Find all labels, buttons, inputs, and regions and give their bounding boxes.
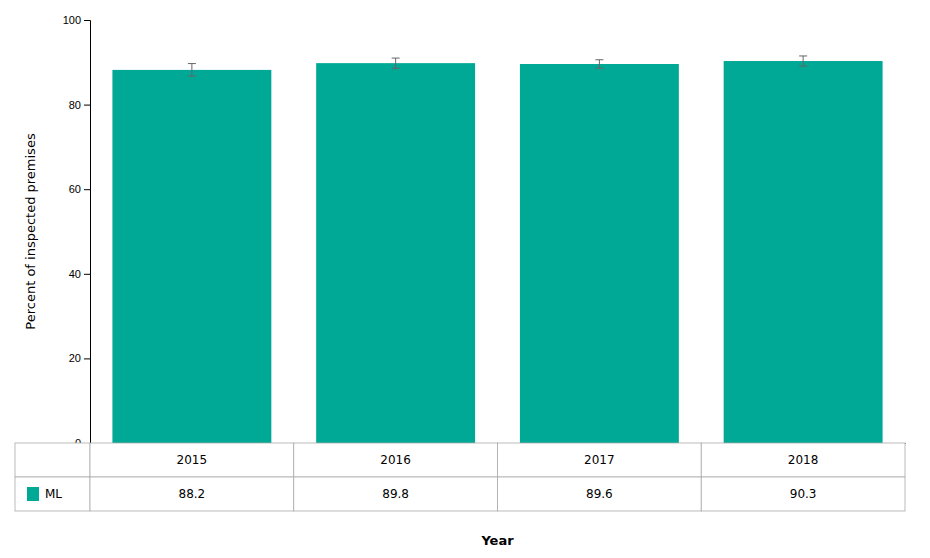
table-category: 2017: [584, 453, 615, 467]
error-bar-stem: [395, 58, 396, 68]
y-tick-mark: [84, 274, 90, 275]
bar: [724, 61, 883, 443]
table-corner-cell: [15, 443, 90, 477]
y-axis-line: [84, 21, 91, 444]
marks: [112, 56, 882, 443]
data-label: 88.2: [179, 487, 206, 501]
table: ML 2015 88.2 2016 89.8 2017 89.6 2018 90.3: [15, 443, 905, 511]
chart: 020406080100Percent of inspected premise…: [0, 0, 930, 558]
table-value-cell: [498, 477, 702, 511]
y-tick-label: 20: [69, 352, 81, 364]
y-tick: 100: [63, 14, 90, 26]
error-bar-cap: [392, 58, 400, 59]
error-bar-cap: [392, 68, 400, 69]
y-tick-label: 60: [69, 183, 81, 195]
table-header-cell: [498, 443, 702, 477]
plot: 020406080100Percent of inspected premise…: [15, 14, 906, 548]
error-bar-stem: [599, 60, 600, 68]
table-header-cell: [701, 443, 905, 477]
error-bar-cap: [799, 55, 807, 56]
table-value-cell: [90, 477, 294, 511]
y-tick: 80: [69, 99, 90, 111]
y-tick-mark: [84, 20, 90, 21]
error-bar: [392, 58, 400, 68]
data-label: 89.6: [586, 487, 613, 501]
y-tick-mark: [84, 358, 90, 359]
error-bar-cap: [595, 59, 603, 60]
y-tick: 40: [69, 268, 90, 280]
y-axis: 020406080100: [63, 14, 91, 449]
table-label-cell: [15, 477, 90, 511]
y-tick: 20: [69, 352, 90, 364]
y-tick-label: 80: [69, 99, 81, 111]
table-header-cell: [90, 443, 294, 477]
y-tick-mark: [84, 189, 90, 190]
error-bar-stem: [191, 64, 192, 77]
y-axis-title: Percent of inspected premises: [23, 133, 38, 330]
error-bar-cap: [188, 63, 196, 64]
table-category: 2018: [788, 453, 819, 467]
error-bar: [188, 64, 196, 77]
bar: [520, 64, 679, 443]
bar: [112, 70, 271, 443]
table-category: 2015: [177, 453, 208, 467]
bars: [112, 61, 882, 443]
table-value-cell: [294, 477, 498, 511]
error-bars: [188, 56, 807, 76]
x-axis-title: Year: [480, 533, 514, 548]
error-bar: [595, 60, 603, 68]
error-bar-cap: [188, 76, 196, 77]
y-tick-label: 40: [69, 268, 81, 280]
data-label: 90.3: [790, 487, 817, 501]
error-bar-cap: [595, 68, 603, 69]
table-category: 2016: [380, 453, 411, 467]
table-header-cell: [294, 443, 498, 477]
legend-label: ML: [45, 487, 62, 501]
error-bar-cap: [799, 66, 807, 67]
table-value-cell: [701, 477, 905, 511]
y-tick-mark: [84, 105, 90, 106]
y-tick-label: 100: [63, 14, 81, 26]
y-tick: 60: [69, 183, 90, 195]
error-bar: [799, 56, 807, 66]
bar: [316, 63, 475, 443]
error-bar-stem: [803, 56, 804, 66]
legend-swatch: [27, 487, 39, 501]
data-label: 89.8: [382, 487, 409, 501]
